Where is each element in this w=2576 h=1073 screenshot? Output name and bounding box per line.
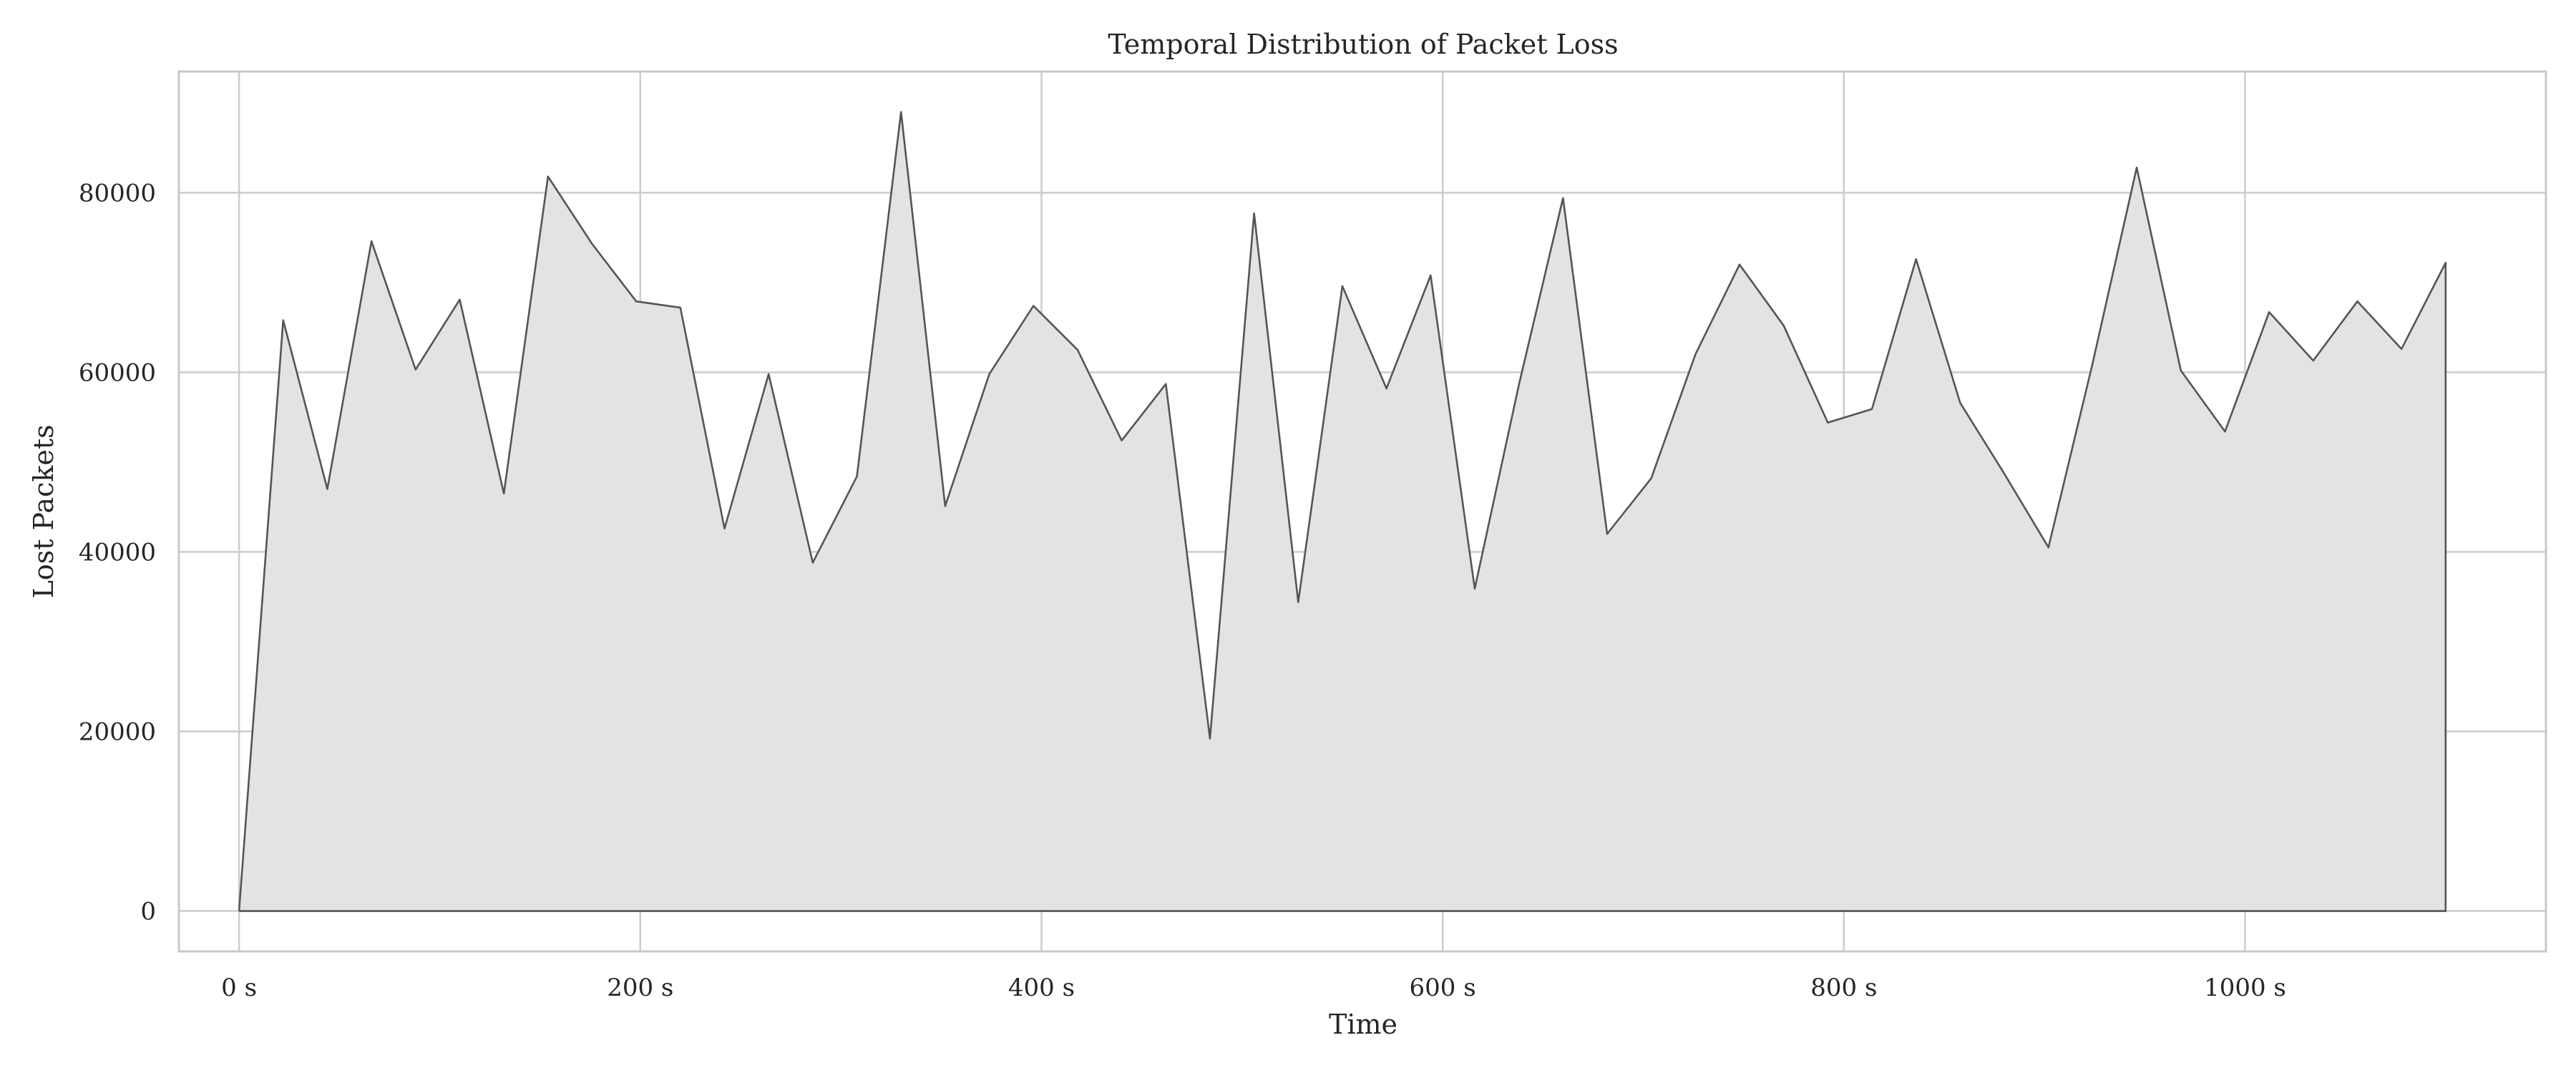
chart-title: Temporal Distribution of Packet Loss [1108,29,1618,60]
x-tick-label: 600 s [1410,974,1476,1002]
plot-border [177,70,2547,953]
x-tick-label: 1000 s [2204,974,2286,1002]
y-axis-label: Lost Packets [28,424,59,598]
plot-frame [177,70,2547,953]
x-tick-label: 400 s [1008,974,1075,1002]
x-tick-label: 200 s [607,974,673,1002]
y-tick-label: 20000 [79,718,156,747]
y-tick-label: 60000 [79,358,156,387]
x-tick-label: 800 s [1810,974,1877,1002]
y-tick-label: 0 [140,898,156,926]
y-tick-label: 40000 [79,538,156,567]
tick-labels: 0 s 200 s 400 s 600 s 800 s 1000 s 0 20000 40000… [79,179,2286,1002]
area-fill [239,112,2446,911]
y-tick-label: 80000 [79,179,156,207]
x-axis-label: Time [1329,1009,1397,1040]
x-tick-label: 0 s [221,974,257,1002]
area-layer [238,111,2447,912]
